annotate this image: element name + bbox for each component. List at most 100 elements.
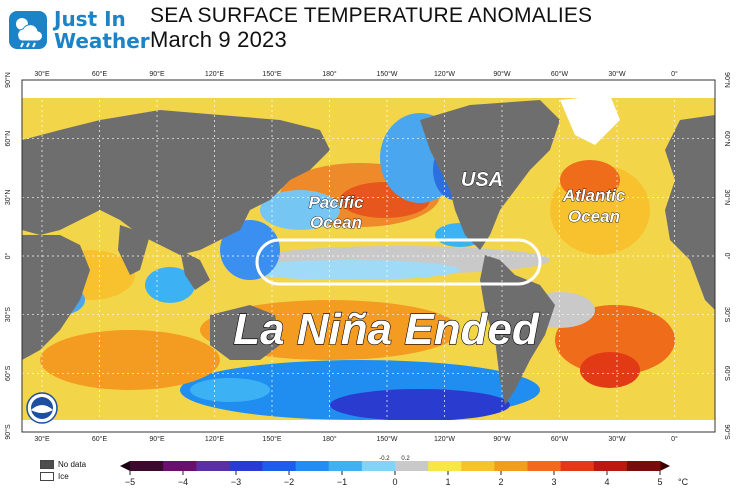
colorbar-segment [196, 461, 230, 471]
title-date: March 9 2023 [150, 27, 287, 52]
colorbar-unit: °C [678, 477, 689, 487]
la-nina-ended-headline: La Niña Ended [233, 305, 540, 354]
right-lat-tick-label: 30°N [723, 190, 731, 206]
left-lat-tick-label: 60°S [4, 365, 12, 381]
nino-region-outline [255, 238, 542, 286]
bottom-longitude-labels: 30°E 60°E 90°E 120°E 150°E 180° 150°W 120°W 90°W… [34, 435, 678, 443]
colorbar-segment [494, 461, 528, 471]
colorbar-segment [626, 461, 661, 471]
colorbar-segment [295, 461, 330, 471]
colorbar-segment [229, 461, 263, 471]
bottom-lon-tick-label: 60°E [92, 435, 108, 443]
page-title: SEA SURFACE TEMPERATURE ANOMALIES March … [150, 4, 592, 52]
colorbar-segment [262, 461, 297, 471]
colorbar-tick-label: −3 [231, 477, 241, 487]
colorbar-segment [130, 461, 164, 471]
bottom-lon-tick-label: 90°W [493, 435, 511, 443]
anomaly-patches [35, 113, 675, 421]
right-latitude-labels: 90°N 60°N 30°N 0° 30°S 60°S 90°S [723, 72, 731, 440]
bottom-lon-tick-label: 0° [671, 435, 678, 443]
legend-key: No data Ice [40, 458, 86, 482]
temperature-color-bar: −5 −4 −3 −2 −1 0 1 2 3 4 5 -0.2 0.2 °C [120, 456, 689, 487]
top-lon-tick-label: 90°W [493, 70, 511, 78]
logo-line-1: Just In [54, 7, 126, 31]
sst-anomaly-map: 30°E 60°E 90°E 120°E 150°E 180° 150°W 120°W 90°W… [0, 60, 737, 460]
top-lon-tick-label: 120°W [434, 70, 455, 78]
left-lat-tick-label: 90°S [4, 424, 12, 440]
top-lon-tick-label: 30°E [34, 70, 50, 78]
left-lat-tick-label: 90°N [4, 72, 12, 88]
ice-swatch [40, 471, 54, 481]
colorbar-segment [428, 461, 462, 471]
top-lon-tick-label: 120°E [205, 70, 224, 78]
colorbar-small-tick-label: -0.2 [379, 456, 390, 462]
right-lat-tick-label: 0° [723, 253, 731, 260]
top-lon-tick-label: 60°W [551, 70, 569, 78]
left-lat-tick-label: 0° [4, 252, 12, 259]
left-lat-tick-label: 60°N [4, 131, 12, 147]
colorbar-small-tick-label: 0.2 [401, 456, 410, 462]
bottom-lon-tick-label: 150°W [376, 435, 397, 443]
colorbar-tick-label: −2 [284, 477, 294, 487]
colorbar-segment [527, 461, 562, 471]
pacific-label-line2: Ocean [310, 213, 362, 232]
legend-ice: Ice [40, 470, 86, 482]
pacific-label-line1: Pacific [309, 193, 364, 212]
left-lat-tick-label: 30°S [4, 307, 12, 323]
top-longitude-labels: 30°E 60°E 90°E 120°E 150°E 180° 150°W 120°W 90°W… [34, 70, 678, 78]
colorbar-segment [328, 461, 363, 471]
colorbar-tick-label: 5 [657, 477, 662, 487]
right-lat-tick-label: 90°N [723, 72, 731, 88]
colorbar-high-arrow [660, 461, 670, 471]
bottom-lon-tick-label: 120°W [434, 435, 455, 443]
top-lon-tick-label: 180° [322, 70, 337, 78]
right-lat-tick-label: 90°S [723, 424, 731, 440]
left-latitude-labels: 90°N 60°N 30°N 0° 30°S 60°S 90°S [4, 72, 12, 439]
map-frame [21, 79, 716, 433]
top-lon-tick-label: 150°E [262, 70, 281, 78]
right-lat-tick-label: 60°S [723, 366, 731, 382]
colorbar-segment [361, 461, 396, 471]
noaa-logo [26, 392, 58, 424]
atlantic-label-line2: Ocean [568, 207, 620, 226]
top-lon-tick-label: 90°E [149, 70, 165, 78]
land-masses [22, 80, 715, 432]
legend-no-data: No data [40, 458, 86, 470]
bottom-lon-tick-label: 180° [322, 435, 337, 443]
map-canvas: 30°E 60°E 90°E 120°E 150°E 180° 150°W 120°W 90°W… [4, 70, 731, 443]
no-data-label: No data [58, 459, 87, 469]
bottom-lon-tick-label: 30°E [34, 435, 50, 443]
colorbar-tick-label: −4 [178, 477, 188, 487]
weather-cloud-icon [9, 11, 47, 49]
no-data-swatch [40, 459, 54, 469]
colorbar-tick-label: −5 [125, 477, 135, 487]
top-lon-tick-label: 150°W [376, 70, 397, 78]
atlantic-label-line1: Atlantic [562, 186, 626, 205]
bottom-lon-tick-label: 150°E [262, 435, 281, 443]
top-lon-tick-label: 60°E [92, 70, 108, 78]
colorbar-tick-label: 1 [445, 477, 450, 487]
logo-line-2: Weather [54, 29, 150, 53]
colorbar-segment [593, 461, 628, 471]
colorbar-low-arrow [120, 461, 130, 471]
bottom-lon-tick-label: 30°W [608, 435, 626, 443]
right-lat-tick-label: 60°N [723, 131, 731, 147]
colorbar-tick-label: 3 [551, 477, 556, 487]
top-lon-tick-label: 30°W [608, 70, 626, 78]
colorbar-segment [163, 461, 197, 471]
just-in-weather-logo: Just In Weather [8, 6, 150, 56]
bottom-lon-tick-label: 90°E [149, 435, 165, 443]
colorbar-segment [560, 461, 595, 471]
colorbar-segment [395, 461, 429, 471]
colorbar-segment [461, 461, 495, 471]
bottom-lon-tick-label: 120°E [205, 435, 224, 443]
ice-label: Ice [58, 471, 69, 481]
left-lat-tick-label: 30°N [4, 190, 12, 206]
grid-lines [22, 80, 715, 432]
colorbar-tick-label: 2 [498, 477, 503, 487]
usa-label: USA [461, 169, 503, 191]
colorbar-tick-label: 0 [392, 477, 397, 487]
right-lat-tick-label: 30°S [723, 307, 731, 323]
colorbar-tick-label: 4 [604, 477, 609, 487]
top-lon-tick-label: 0° [671, 70, 678, 78]
